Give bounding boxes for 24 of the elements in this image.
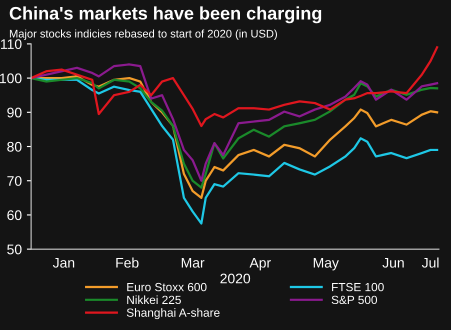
legend-label: Nikkei 225 xyxy=(127,295,181,304)
legend-label: FTSE 100 xyxy=(332,282,384,292)
y-tick-label: 50 xyxy=(7,244,22,254)
y-tick-label: 80 xyxy=(7,142,22,152)
legend-label: Euro Stoxx 600 xyxy=(127,282,207,292)
legend-label: Shanghai A-share xyxy=(126,308,220,320)
chart-subtitle: Major stocks indicies rebased to start of 2020 (in USD) xyxy=(10,29,277,40)
x-tick-label: Apr xyxy=(250,258,271,270)
y-tick-label: 70 xyxy=(7,176,22,186)
y-tick-label: 60 xyxy=(7,210,22,220)
x-tick-label: May xyxy=(314,258,339,270)
legend-label: S&P 500 xyxy=(332,296,378,304)
x-tick-label: Mar xyxy=(182,258,204,268)
x-tick-label: Jul xyxy=(422,257,438,268)
y-tick-label: 90 xyxy=(7,108,22,118)
x-axis-title: 2020 xyxy=(220,274,250,284)
line-series xyxy=(31,46,438,128)
line-series xyxy=(31,63,438,182)
y-tick-label: 110 xyxy=(1,39,22,50)
y-tick-label: 100 xyxy=(0,73,22,84)
chart-title: China's markets have been charging xyxy=(10,6,322,24)
x-tick-label: Jun xyxy=(382,258,404,268)
x-tick-label: Feb xyxy=(116,257,139,268)
x-tick-label: Jan xyxy=(52,258,74,268)
